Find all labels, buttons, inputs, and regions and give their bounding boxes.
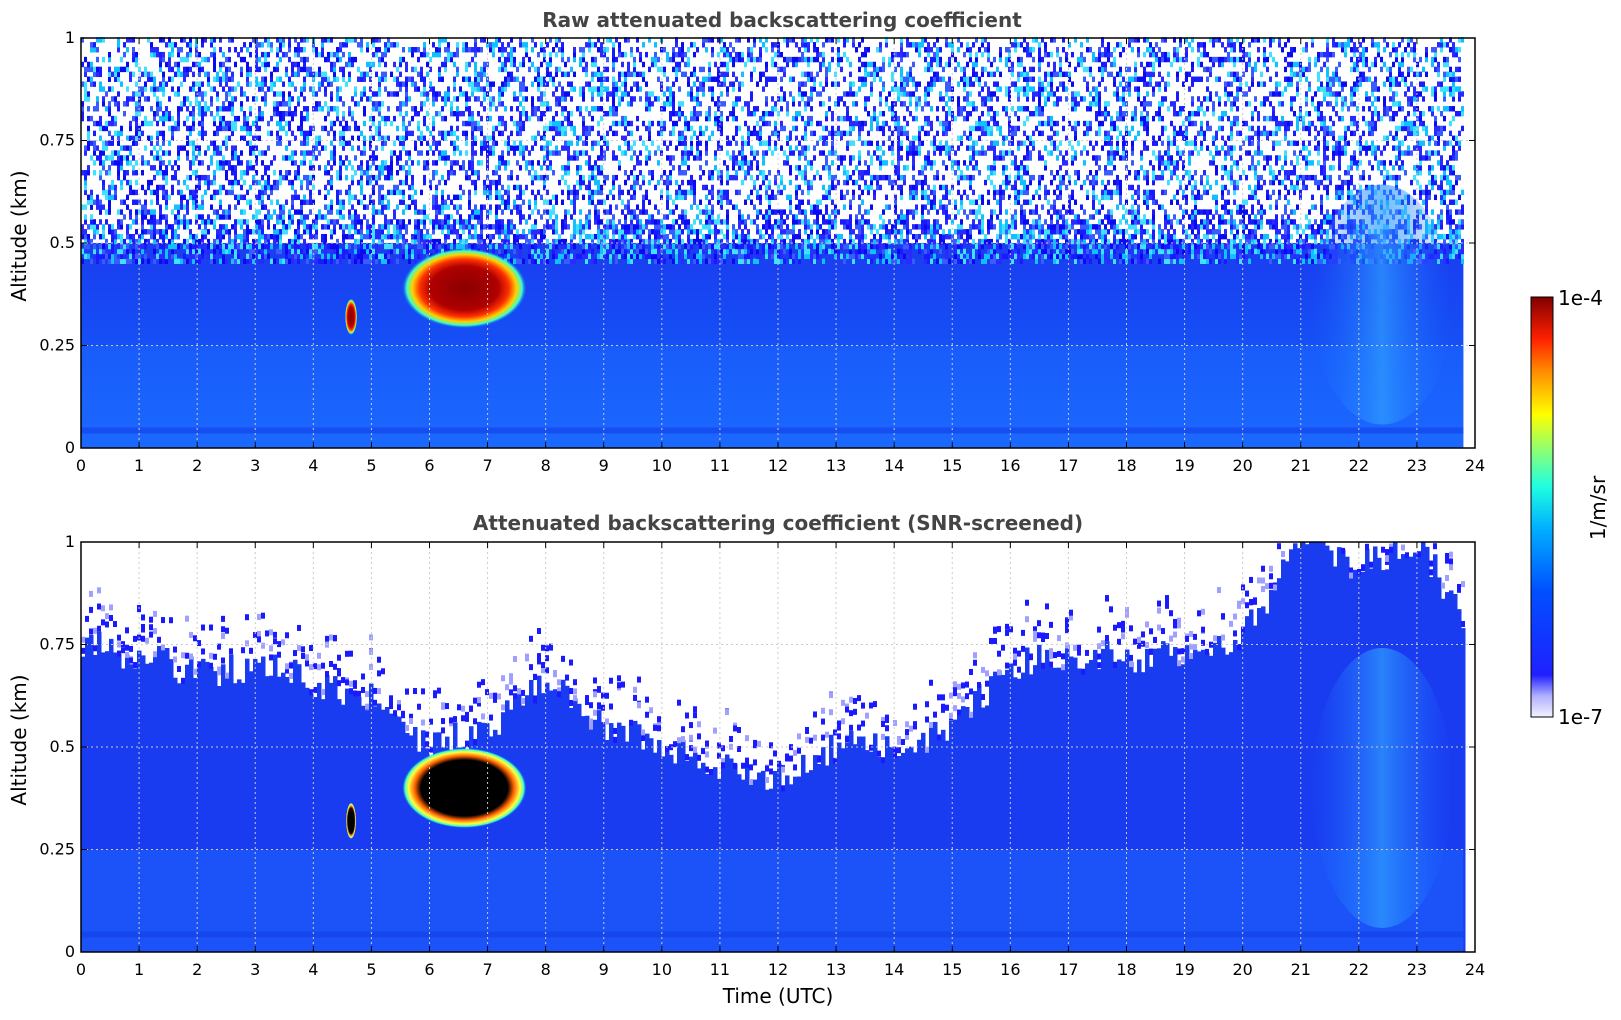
x-tick-label: 6 xyxy=(424,960,434,979)
x-tick-label: 5 xyxy=(366,960,376,979)
y-tick-label: 1 xyxy=(65,532,75,551)
x-tick-label: 16 xyxy=(1000,456,1020,475)
x-tick-label: 1 xyxy=(134,456,144,475)
late-plume xyxy=(1312,184,1453,425)
panel1-heatmap xyxy=(81,37,1464,448)
x-tick-label: 19 xyxy=(1174,960,1194,979)
x-tick-label: 22 xyxy=(1349,960,1369,979)
x-tick-label: 17 xyxy=(1058,456,1078,475)
x-tick-label: 24 xyxy=(1465,960,1485,979)
x-tick-label: 0 xyxy=(76,960,86,979)
x-tick-label: 14 xyxy=(884,960,904,979)
x-tick-label: 9 xyxy=(599,960,609,979)
cloud xyxy=(402,748,527,828)
y-tick-label: 1 xyxy=(65,28,75,47)
surface-layer xyxy=(81,427,1464,434)
surface-layer xyxy=(81,931,1464,938)
colorbar: 1e-4 1e-7 1/m/sr xyxy=(1530,286,1610,729)
noise-region xyxy=(81,37,1464,264)
panel2-title: Attenuated backscattering coefficient (S… xyxy=(473,511,1083,535)
panel2-xlabel: Time (UTC) xyxy=(722,984,834,1008)
x-tick-label: 4 xyxy=(308,456,318,475)
panel2-ylabel: Altitude (km) xyxy=(7,674,31,805)
x-tick-label: 0 xyxy=(76,456,86,475)
x-tick-label: 8 xyxy=(541,456,551,475)
panel2-y-ticks: 0 0.25 0.5 0.75 1 xyxy=(39,532,1475,961)
y-tick-label: 0.5 xyxy=(50,737,75,756)
x-tick-label: 3 xyxy=(250,456,260,475)
x-tick-label: 21 xyxy=(1291,960,1311,979)
x-tick-label: 10 xyxy=(652,960,672,979)
y-tick-label: 0.75 xyxy=(39,635,75,654)
x-tick-label: 11 xyxy=(710,960,730,979)
panel1-grid xyxy=(81,38,1475,448)
panel2-grid xyxy=(81,542,1475,952)
colorbar-max-label: 1e-4 xyxy=(1558,286,1603,310)
colorbar-min-label: 1e-7 xyxy=(1558,705,1603,729)
y-tick-label: 0 xyxy=(65,942,75,961)
x-tick-label: 7 xyxy=(482,456,492,475)
x-tick-label: 17 xyxy=(1058,960,1078,979)
x-tick-label: 11 xyxy=(710,456,730,475)
x-tick-label: 4 xyxy=(308,960,318,979)
cloud-fragment xyxy=(346,802,357,839)
cloud-fragment xyxy=(345,298,358,335)
panel1-ylabel: Altitude (km) xyxy=(7,170,31,301)
y-tick-label: 0.75 xyxy=(39,131,75,150)
colorbar-unit-label: 1/m/sr xyxy=(1586,475,1610,540)
x-tick-label: 15 xyxy=(942,960,962,979)
x-tick-label: 12 xyxy=(768,960,788,979)
raw-backscatter-panel: Raw attenuated backscattering coefficien… xyxy=(7,8,1485,475)
x-tick-label: 2 xyxy=(192,456,202,475)
x-tick-label: 13 xyxy=(826,456,846,475)
x-tick-label: 23 xyxy=(1407,456,1427,475)
colorbar-gradient xyxy=(1530,296,1554,718)
x-tick-label: 15 xyxy=(942,456,962,475)
x-tick-label: 5 xyxy=(366,456,376,475)
y-tick-label: 0.25 xyxy=(39,840,75,859)
snr-screened-panel: Attenuated backscattering coefficient (S… xyxy=(7,511,1485,1008)
x-tick-label: 18 xyxy=(1116,456,1136,475)
late-plume xyxy=(1312,648,1453,928)
x-tick-label: 18 xyxy=(1116,960,1136,979)
x-tick-label: 1 xyxy=(134,960,144,979)
x-tick-label: 14 xyxy=(884,456,904,475)
x-tick-label: 2 xyxy=(192,960,202,979)
y-tick-label: 0.25 xyxy=(39,336,75,355)
x-tick-label: 13 xyxy=(826,960,846,979)
x-tick-label: 24 xyxy=(1465,456,1485,475)
x-tick-label: 22 xyxy=(1349,456,1369,475)
x-tick-label: 20 xyxy=(1232,960,1252,979)
x-tick-label: 3 xyxy=(250,960,260,979)
y-tick-label: 0 xyxy=(65,438,75,457)
cloud xyxy=(402,248,527,329)
x-tick-label: 10 xyxy=(652,456,672,475)
panel2-heatmap xyxy=(81,542,1466,952)
panel1-y-ticks: 0 0.25 0.5 0.75 1 xyxy=(39,28,1475,457)
x-tick-label: 9 xyxy=(599,456,609,475)
y-tick-label: 0.5 xyxy=(50,233,75,252)
x-tick-label: 21 xyxy=(1291,456,1311,475)
panel1-x-ticks: 0 1 2 3 4 5 6 7 8 9 10 11 12 13 14 15 16 17 18 19 20 21 22 23 24 xyxy=(76,38,1485,475)
x-tick-label: 6 xyxy=(424,456,434,475)
panel2-x-ticks: 0 1 2 3 4 5 6 7 8 9 10 11 12 13 14 15 16 17 18 19 20 21 22 23 24 xyxy=(76,542,1485,979)
x-tick-label: 20 xyxy=(1232,456,1252,475)
x-tick-label: 16 xyxy=(1000,960,1020,979)
x-tick-label: 23 xyxy=(1407,960,1427,979)
x-tick-label: 7 xyxy=(482,960,492,979)
x-tick-label: 8 xyxy=(541,960,551,979)
x-tick-label: 12 xyxy=(768,456,788,475)
panel1-title: Raw attenuated backscattering coefficien… xyxy=(542,8,1022,32)
x-tick-label: 19 xyxy=(1174,456,1194,475)
